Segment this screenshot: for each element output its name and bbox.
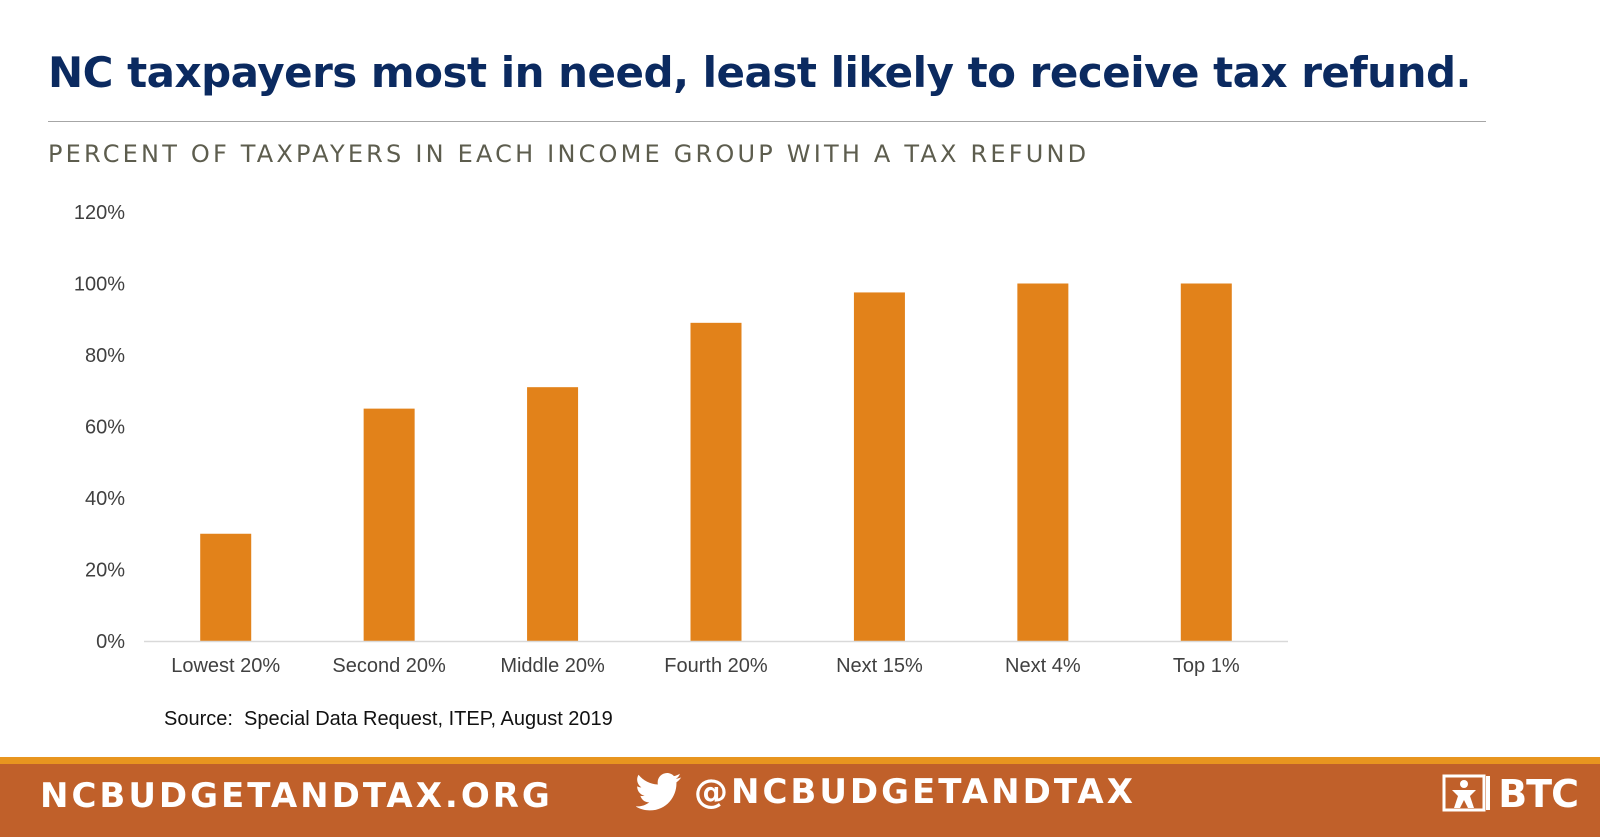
x-tick-label: Second 20% bbox=[332, 655, 446, 677]
btc-logo-mark-icon bbox=[1442, 774, 1491, 812]
bar bbox=[363, 408, 415, 641]
y-tick-label: 120% bbox=[74, 202, 125, 224]
y-tick-label: 20% bbox=[85, 560, 125, 582]
x-tick-label: Top 1% bbox=[1173, 655, 1240, 677]
x-tick-label: Next 15% bbox=[836, 655, 923, 677]
bar bbox=[853, 292, 905, 641]
y-tick-label: 80% bbox=[85, 345, 125, 367]
page-title: NC taxpayers most in need, least likely … bbox=[48, 48, 1472, 97]
y-tick-label: 40% bbox=[85, 488, 125, 510]
btc-logo-text: BTC bbox=[1498, 772, 1579, 816]
source-note: Source: Special Data Request, ITEP, Augu… bbox=[164, 708, 613, 730]
footer-accent-stripe bbox=[0, 757, 1600, 764]
x-tick-label: Next 4% bbox=[1005, 655, 1081, 677]
bar bbox=[690, 322, 742, 641]
title-divider bbox=[48, 121, 1486, 122]
x-tick-label: Middle 20% bbox=[500, 655, 605, 677]
website-link[interactable]: NCBUDGETANDTAX.ORG bbox=[40, 776, 553, 816]
bar bbox=[1180, 283, 1232, 641]
bar bbox=[1017, 283, 1069, 641]
twitter-link[interactable]: @NCBUDGETANDTAX bbox=[636, 772, 1136, 812]
bar bbox=[527, 387, 579, 641]
twitter-handle: @NCBUDGETANDTAX bbox=[694, 772, 1136, 812]
x-tick-label: Lowest 20% bbox=[171, 655, 280, 677]
y-tick-label: 60% bbox=[85, 417, 125, 439]
footer-bar: NCBUDGETANDTAX.ORG @NCBUDGETANDTAX BTC bbox=[0, 764, 1600, 837]
btc-logo: BTC bbox=[1442, 772, 1579, 816]
y-tick-label: 100% bbox=[74, 274, 125, 296]
bar-chart: 0% 20% 40% 60% 80% 100% 120% Lowest 20% Second 2… bbox=[74, 202, 1288, 677]
chart-subtitle: PERCENT OF TAXPAYERS IN EACH INCOME GROU… bbox=[48, 140, 1090, 168]
bar bbox=[200, 533, 252, 641]
twitter-bird-icon bbox=[636, 773, 682, 811]
y-tick-label: 0% bbox=[96, 631, 125, 653]
x-tick-label: Fourth 20% bbox=[664, 655, 768, 677]
